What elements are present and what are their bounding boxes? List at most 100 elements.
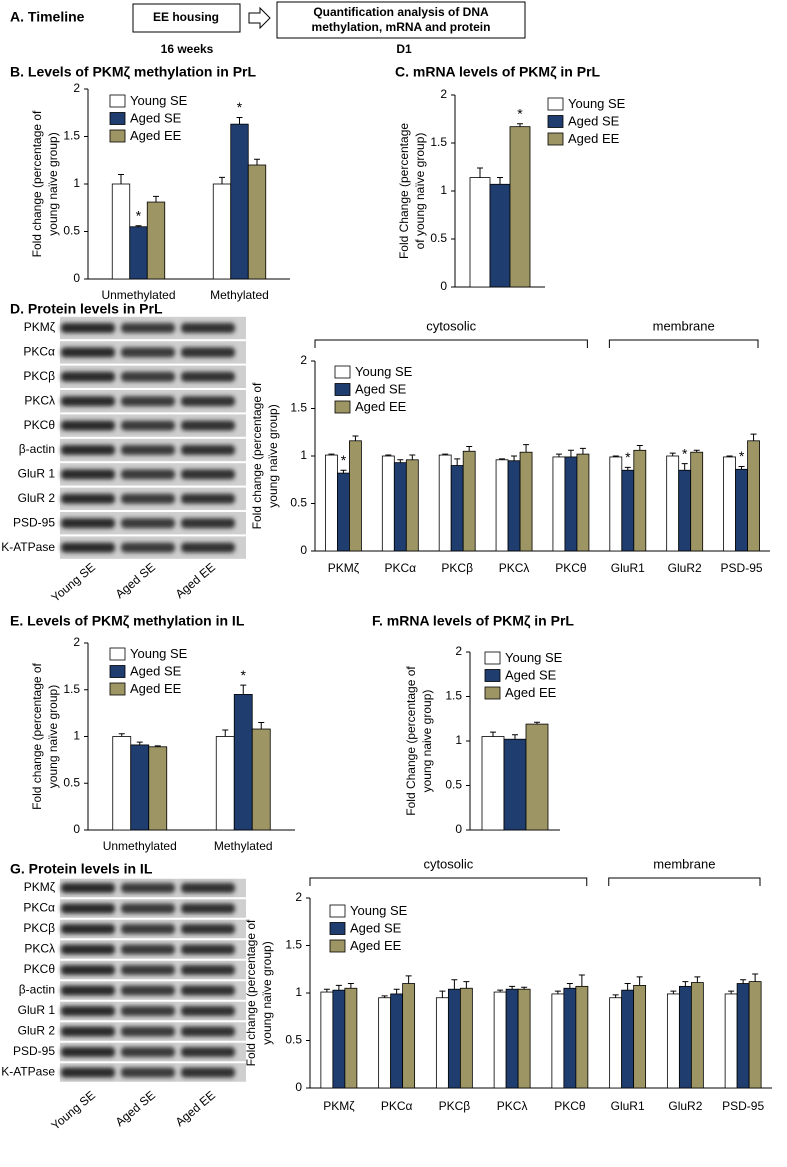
y-tick-label: 0 (73, 822, 80, 836)
bar (633, 985, 647, 1089)
blot-band-label: GluR 2 (18, 491, 56, 505)
blot-band (61, 1026, 115, 1037)
bar (438, 454, 452, 552)
error-bar (240, 684, 247, 695)
chart-title: E. Levels of PKMζ methylation in IL (10, 613, 245, 629)
blot-band (61, 371, 115, 382)
group-bracket (314, 339, 588, 348)
blot-band (181, 469, 235, 480)
blot-band (121, 396, 175, 407)
y-axis-label: Fold change (percentage of (30, 110, 44, 257)
legend-label: Aged EE (130, 681, 182, 696)
x-tick-label: GluR1 (611, 561, 645, 575)
y-tick-label: 0.5 (63, 775, 80, 789)
bar (564, 456, 578, 552)
bar (519, 451, 533, 552)
blot-band (121, 518, 175, 529)
blot-band (181, 1026, 235, 1037)
legend-label: Aged EE (350, 938, 402, 953)
blot-band-label: PKCβ (23, 369, 55, 383)
blot-band (181, 371, 235, 382)
y-tick-label: 2 (455, 644, 462, 658)
bar (495, 459, 509, 552)
legend-label: Young SE (350, 903, 408, 918)
blot-band-label: PKCλ (24, 393, 55, 407)
bar (337, 472, 350, 552)
blot-band (61, 518, 115, 529)
bar (747, 440, 760, 552)
group-bracket (608, 339, 759, 348)
x-tick-label: PKCβ (439, 1099, 471, 1113)
error-bar (682, 981, 689, 987)
bar (723, 456, 736, 552)
error-bar (555, 453, 562, 457)
blot-band (181, 944, 235, 955)
error-bar (726, 455, 733, 457)
error-bar (254, 158, 260, 165)
x-tick-label: PKCλ (499, 561, 530, 575)
x-tick-label: PKCθ (555, 561, 587, 575)
blot-band-label: PSD-95 (13, 1044, 55, 1058)
y-axis-label: of young naïve group) (413, 133, 427, 250)
timeline-day: D1 (396, 42, 412, 56)
y-tick-label: 0 (73, 271, 80, 285)
error-bar (442, 453, 449, 456)
blot-band-label: PSD-95 (13, 515, 55, 529)
bar (148, 746, 168, 831)
timeline-arrow (248, 6, 271, 30)
group-label: membrane (653, 856, 715, 871)
x-tick-label: GluR2 (668, 561, 702, 575)
y-axis-label: young naïve group) (266, 404, 280, 507)
significance-marker: * (136, 208, 142, 224)
error-bar (728, 990, 735, 994)
y-tick-label: 1.5 (445, 689, 462, 703)
timeline-duration: 16 weeks (161, 42, 214, 56)
blot-band (61, 542, 115, 553)
blot-band (181, 903, 235, 914)
blot-band (61, 965, 115, 975)
blot-band (181, 883, 235, 893)
x-tick-label: PKCα (385, 561, 417, 575)
bar (320, 991, 334, 1089)
significance-marker: * (241, 667, 247, 683)
error-bar (439, 990, 446, 998)
error-bar (340, 469, 347, 474)
y-axis-label: young naïve group) (46, 132, 60, 235)
bar (503, 738, 527, 831)
y-tick-label: 1 (73, 176, 80, 190)
blot-band (121, 1006, 175, 1016)
blot-band (61, 985, 115, 996)
y-tick-label: 2 (300, 353, 307, 367)
legend-swatch (109, 94, 126, 108)
legend-label: Young SE (130, 646, 188, 661)
bar (130, 744, 150, 831)
blot-band-label: PKCα (23, 901, 55, 915)
blot-band (181, 323, 235, 333)
blot-band (181, 965, 235, 975)
blot-band (61, 445, 115, 455)
legend-swatch (334, 365, 351, 379)
x-tick-label: Methylated (210, 288, 269, 302)
error-bar (135, 225, 142, 227)
error-bar (405, 975, 412, 984)
y-tick-label: 0.5 (285, 1033, 302, 1047)
y-axis-label: young naive group) (420, 690, 434, 793)
y-tick-label: 1.5 (63, 682, 80, 696)
x-tick-label: GluR1 (611, 1099, 645, 1113)
error-bar (258, 721, 265, 730)
significance-marker: * (341, 452, 347, 468)
timeline-box (276, 1, 526, 39)
y-tick-label: 2 (440, 87, 447, 101)
blot-band (61, 493, 115, 504)
significance-marker: * (517, 106, 523, 122)
y-axis-label: Fold Change (percentage (397, 123, 411, 259)
blot-band (121, 347, 175, 358)
blot-band (121, 1047, 175, 1057)
bar (325, 454, 338, 552)
bar (393, 462, 407, 552)
bar (517, 988, 531, 1089)
x-tick-label: PSD-95 (721, 561, 763, 575)
y-tick-label: 0 (440, 279, 447, 293)
bar (129, 226, 148, 280)
y-tick-label: 2 (295, 890, 302, 904)
